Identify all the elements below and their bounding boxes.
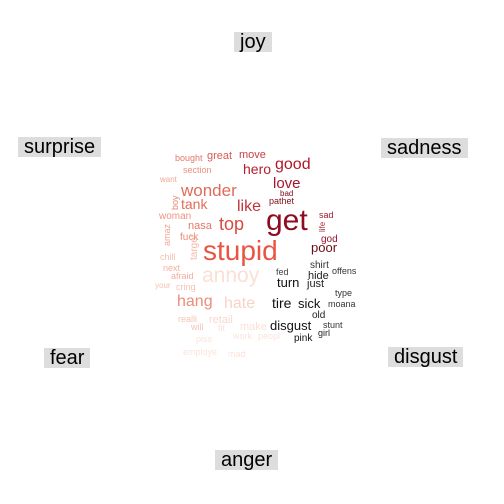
word-amaz: amaz xyxy=(162,223,172,246)
word-piss: piss xyxy=(196,334,213,344)
word-cring: cring xyxy=(176,282,196,292)
word-move: move xyxy=(239,149,266,161)
word-tire: tire xyxy=(272,295,292,311)
word-bought: bought xyxy=(175,153,203,163)
word-your: your xyxy=(155,281,171,290)
word-retail: retail xyxy=(209,314,233,326)
word-target: target xyxy=(189,234,200,260)
word-wonder: wonder xyxy=(180,181,237,200)
word-like: like xyxy=(237,198,261,215)
word-just: just xyxy=(306,278,324,290)
word-peopl: peopl xyxy=(258,331,280,341)
word-moana: moana xyxy=(328,299,356,309)
word-work: work xyxy=(232,331,253,341)
word-life: life xyxy=(318,221,327,232)
word-stupid: stupid xyxy=(203,235,278,266)
word-shirt: shirt xyxy=(310,260,329,271)
word-poor: poor xyxy=(311,240,338,255)
word-hide: hide xyxy=(308,270,329,282)
word-hero: hero xyxy=(243,161,271,177)
word-section: section xyxy=(183,165,212,175)
word-boy: boy xyxy=(170,195,180,210)
word-nasa: nasa xyxy=(188,220,213,232)
word-good: good xyxy=(275,156,311,173)
word-type: type xyxy=(335,288,352,298)
category-sadness: sadness xyxy=(381,138,468,158)
word-stunt: stunt xyxy=(323,320,343,330)
word-fit: fit xyxy=(218,323,226,333)
word-will: will xyxy=(190,322,204,332)
word-top: top xyxy=(219,214,244,234)
word-get: get xyxy=(266,204,308,237)
word-realli: realli xyxy=(178,314,197,324)
word-sad: sad xyxy=(319,210,334,220)
word-mad: mad xyxy=(228,349,246,359)
word-disgust: disgust xyxy=(270,318,312,333)
category-disgust: disgust xyxy=(388,347,464,367)
word-fed: fed xyxy=(276,267,289,277)
word-love: love xyxy=(273,175,301,192)
word-tank: tank xyxy=(181,196,208,212)
word-hang: hang xyxy=(177,293,213,310)
word-turn: turn xyxy=(277,275,299,290)
word-girl: girl xyxy=(318,328,330,338)
word-pathet: pathet xyxy=(269,196,295,206)
word-pink: pink xyxy=(294,333,313,344)
word-annoy: annoy xyxy=(202,264,260,287)
category-surprise: surprise xyxy=(18,137,102,157)
word-offens: offens xyxy=(332,266,357,276)
word-fuck: fuck xyxy=(180,232,199,243)
word-employe: employe xyxy=(183,347,217,357)
word-want: want xyxy=(159,175,178,184)
word-hate: hate xyxy=(224,295,255,312)
word-sick: sick xyxy=(298,296,321,311)
category-fear: fear xyxy=(44,348,91,368)
word-make: make xyxy=(240,321,267,333)
word-woman: woman xyxy=(158,211,191,222)
category-joy: joy xyxy=(234,32,272,52)
word-great: great xyxy=(207,150,232,162)
word-chill: chill xyxy=(160,252,176,262)
word-next: next xyxy=(163,263,181,273)
word-bad: bad xyxy=(280,189,293,198)
word-god: god xyxy=(321,234,338,245)
category-anger: anger xyxy=(215,450,279,470)
word-afraid: afraid xyxy=(171,271,194,281)
word-old: old xyxy=(312,310,325,321)
